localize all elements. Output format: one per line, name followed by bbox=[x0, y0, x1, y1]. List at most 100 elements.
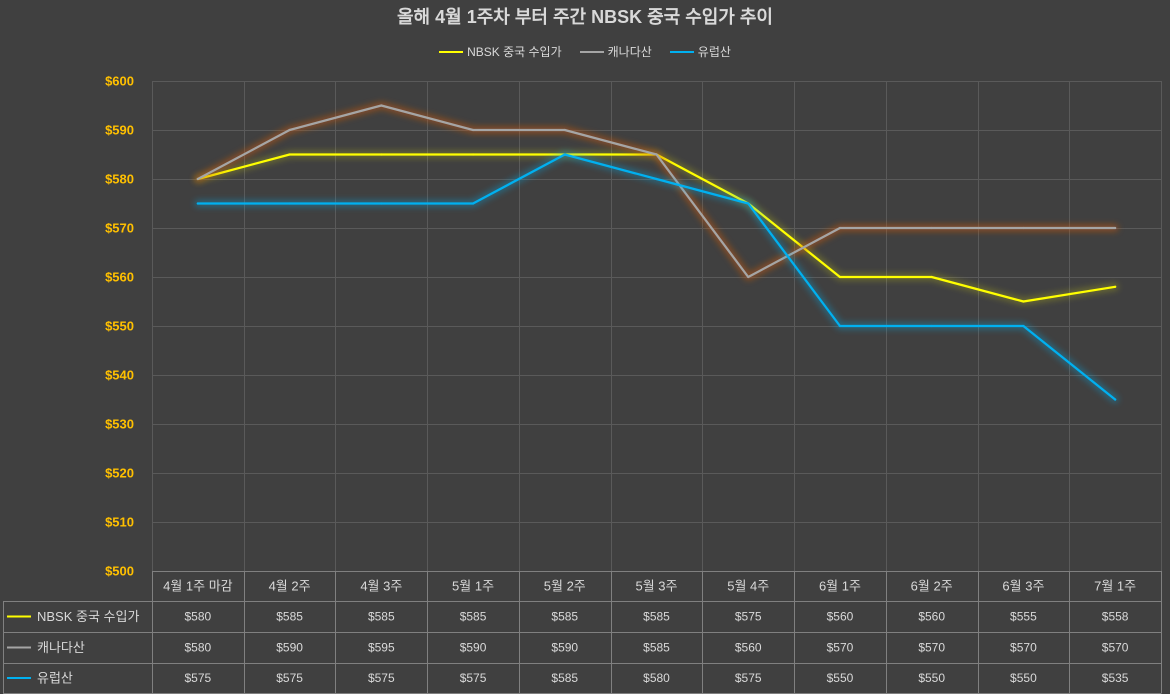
data-point bbox=[838, 226, 842, 230]
data-table-cell: $575 bbox=[735, 610, 762, 624]
x-tick-label: 5월 2주 bbox=[544, 579, 586, 594]
data-table-cell: $570 bbox=[918, 641, 945, 655]
series-canada bbox=[194, 102, 1119, 281]
data-table-row-europe: 유럽산 $575 $575 $575 $575 $585 $580 $575 $550 $550 $… bbox=[7, 671, 1129, 686]
legend-item-nbsk-china-import: NBSK 중국 수입가 bbox=[439, 44, 562, 60]
y-tick-label: $570 bbox=[105, 221, 134, 236]
data-table-cell: $575 bbox=[185, 671, 212, 685]
data-table-cell: $580 bbox=[185, 610, 212, 624]
data-table-row-label: 유럽산 bbox=[37, 671, 73, 686]
data-table-cell: $585 bbox=[643, 610, 670, 624]
data-point bbox=[288, 153, 291, 156]
data-table-cell: $590 bbox=[551, 641, 578, 655]
data-point bbox=[380, 153, 383, 156]
legend-label: 캐나다산 bbox=[607, 45, 652, 59]
data-point bbox=[563, 128, 566, 132]
legend-item-europe: 유럽산 bbox=[669, 44, 731, 60]
data-table-cell: $585 bbox=[551, 610, 578, 624]
data-table-header: 4월 1주 마감 4월 2주 4월 3주 5월 1주 5월 2주 5월 3주 5월 4주 6월… bbox=[163, 579, 1136, 594]
data-table-cell: $575 bbox=[460, 671, 487, 685]
y-tick-label: $520 bbox=[105, 466, 134, 481]
x-tick-label: 4월 2주 bbox=[269, 579, 311, 594]
data-point bbox=[930, 275, 933, 279]
data-table-cell: $585 bbox=[276, 610, 303, 624]
y-tick-label: $540 bbox=[105, 368, 134, 383]
data-table-row-label: NBSK 중국 수입가 bbox=[37, 609, 139, 624]
data-point bbox=[1114, 285, 1117, 288]
data-point bbox=[838, 324, 842, 328]
data-table-cell: $550 bbox=[827, 671, 854, 685]
data-table-cell: $585 bbox=[460, 610, 487, 624]
x-tick-label: 5월 4주 bbox=[727, 579, 769, 594]
data-point bbox=[471, 153, 475, 156]
data-point bbox=[930, 324, 933, 328]
data-table-cell: $570 bbox=[1102, 641, 1129, 655]
data-point bbox=[471, 128, 475, 132]
data-table-cell: $575 bbox=[368, 671, 395, 685]
data-table-cell: $560 bbox=[735, 641, 762, 655]
data-table-cell: $555 bbox=[1010, 610, 1037, 624]
data-point bbox=[1114, 398, 1117, 401]
data-point bbox=[1022, 324, 1025, 328]
y-tick-label: $580 bbox=[105, 172, 134, 187]
data-table-row-label: 캐나다산 bbox=[37, 640, 85, 655]
series-lines bbox=[194, 102, 1119, 403]
data-table-cell: $590 bbox=[276, 641, 303, 655]
data-point bbox=[196, 177, 199, 181]
data-table-cell: $570 bbox=[1010, 641, 1037, 655]
data-table-cell: $535 bbox=[1102, 671, 1129, 685]
series-europe bbox=[194, 151, 1119, 403]
legend-swatch bbox=[579, 51, 604, 53]
x-tick-label: 4월 3주 bbox=[360, 579, 402, 594]
data-table-cell: $575 bbox=[735, 671, 762, 685]
data-table-cell: $580 bbox=[643, 671, 670, 685]
data-point bbox=[288, 128, 291, 132]
x-tick-label: 6월 2주 bbox=[911, 579, 953, 594]
chart-title: 올해 4월 1주차 부터 주간 NBSK 중국 수입가 추이 bbox=[397, 7, 773, 27]
data-table-cell: $570 bbox=[827, 641, 854, 655]
data-table-cell: $585 bbox=[551, 671, 578, 685]
legend-label: 유럽산 bbox=[697, 45, 731, 59]
data-point bbox=[196, 202, 199, 205]
x-tick-label: 5월 3주 bbox=[636, 579, 678, 594]
data-point bbox=[930, 226, 933, 230]
data-table-cell: $590 bbox=[460, 641, 487, 655]
x-tick-label: 4월 1주 마감 bbox=[163, 579, 233, 594]
data-table-cell: $550 bbox=[1010, 671, 1037, 685]
data-point bbox=[1022, 300, 1025, 303]
data-point bbox=[1114, 226, 1117, 230]
data-point bbox=[747, 202, 750, 205]
data-point bbox=[655, 177, 658, 181]
data-table-cell: $580 bbox=[185, 641, 212, 655]
legend-swatch bbox=[439, 51, 464, 53]
data-point bbox=[471, 202, 475, 205]
legend-item-canada: 캐나다산 bbox=[579, 44, 652, 60]
data-table-cell: $550 bbox=[918, 671, 945, 685]
data-point bbox=[838, 275, 842, 279]
data-point bbox=[747, 275, 750, 279]
y-tick-label: $560 bbox=[105, 270, 134, 285]
data-table-row-nbsk-china-import: NBSK 중국 수입가 $580 $585 $585 $585 $585 $585 $575 $… bbox=[7, 609, 1129, 624]
legend: NBSK 중국 수입가 캐나다산 유럽산 bbox=[0, 44, 1170, 60]
data-point bbox=[380, 202, 383, 205]
data-table-cell: $585 bbox=[643, 641, 670, 655]
data-table-cell: $560 bbox=[918, 610, 945, 624]
legend-label: NBSK 중국 수입가 bbox=[467, 45, 562, 59]
legend-swatch bbox=[669, 51, 694, 53]
data-table-row-canada: 캐나다산 $580 $590 $595 $590 $590 $585 $560 $570 $570… bbox=[7, 640, 1129, 655]
data-table-cell: $558 bbox=[1102, 610, 1129, 624]
data-table-cell: $585 bbox=[368, 610, 395, 624]
data-point bbox=[380, 104, 383, 107]
y-tick-label: $550 bbox=[105, 319, 134, 334]
x-tick-label: 6월 1주 bbox=[819, 579, 861, 594]
x-tick-label: 5월 1주 bbox=[452, 579, 494, 594]
data-table-cell: $575 bbox=[276, 671, 303, 685]
x-tick-label: 6월 3주 bbox=[1002, 579, 1044, 594]
y-axis-labels: $600 $590 $580 $570 $560 $550 $540 $530 $520 $510… bbox=[105, 74, 134, 579]
y-tick-label: $500 bbox=[105, 564, 134, 579]
data-point bbox=[1022, 226, 1025, 230]
data-table-cell: $560 bbox=[827, 610, 854, 624]
y-tick-label: $600 bbox=[105, 74, 134, 89]
